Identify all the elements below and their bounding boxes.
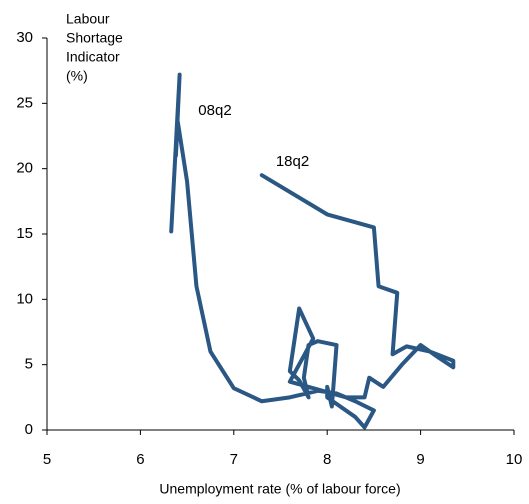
x-tick-label: 10 (506, 451, 523, 468)
annotation: 08q2 (198, 102, 231, 119)
data-line (169, 72, 456, 430)
x-axis-label: Unemployment rate (% of labour force) (159, 481, 400, 497)
y-tick-label: 0 (25, 421, 33, 438)
x-tick-label: 8 (323, 451, 331, 468)
y-tick-label: 25 (16, 94, 33, 111)
y-axis-label: Shortage (66, 30, 123, 46)
y-axis-label: Indicator (66, 49, 120, 65)
annotation: 18q2 (276, 153, 309, 170)
x-tick-label: 5 (43, 451, 51, 468)
y-tick-label: 20 (16, 160, 33, 177)
x-tick-label: 7 (230, 451, 238, 468)
y-tick-label: 5 (25, 356, 33, 373)
x-tick-label: 6 (136, 451, 144, 468)
y-axis-label: (%) (66, 68, 88, 84)
x-tick-label: 9 (416, 451, 424, 468)
y-tick-label: 15 (16, 225, 33, 242)
y-tick-label: 10 (16, 290, 33, 307)
y-tick-label: 30 (16, 29, 33, 46)
y-axis-label: Labour (66, 11, 110, 27)
